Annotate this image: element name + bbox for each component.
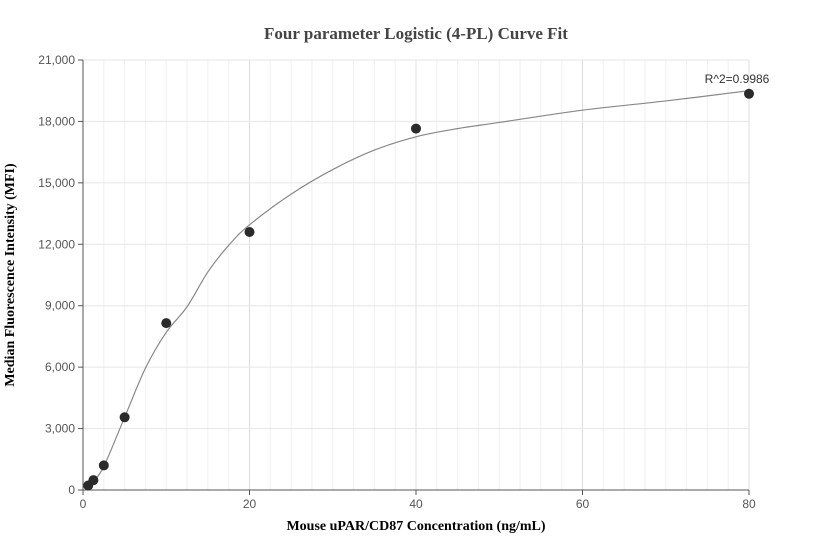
tick-labels: 0 3,000 6,000 9,000 12,000 15,000 18,000 21,000… [38,53,756,511]
y-tick-label: 6,000 [45,360,75,374]
data-point [88,475,99,486]
data-point [744,88,754,99]
data-point [161,318,172,329]
y-axis-title: Median Fluorescence Intensity (MFI) [3,163,18,387]
y-tick-label: 21,000 [38,53,75,67]
x-tick-label: 40 [409,497,423,511]
grid [82,59,750,491]
y-tick-label: 3,000 [45,422,75,436]
x-axis-title: Mouse uPAR/CD87 Concentration (ng/mL) [286,519,545,534]
y-tick-label: 18,000 [38,114,75,128]
data-point [98,460,109,471]
x-tick-label: 0 [80,497,87,511]
data-point [119,412,130,423]
data-points [83,88,754,491]
r-squared-annotation: R^2=0.9986 [705,72,770,86]
x-tick-label: 80 [742,497,756,511]
chart-title: Four parameter Logistic (4-PL) Curve Fit [264,24,568,43]
x-tick-label: 20 [243,497,257,511]
axes [78,59,750,495]
data-point [244,227,255,237]
x-tick-label: 60 [576,497,590,511]
data-point [411,123,421,134]
y-tick-label: 9,000 [45,299,75,313]
y-tick-label: 0 [68,483,75,497]
y-tick-label: 15,000 [38,176,75,190]
y-tick-label: 12,000 [38,237,75,251]
